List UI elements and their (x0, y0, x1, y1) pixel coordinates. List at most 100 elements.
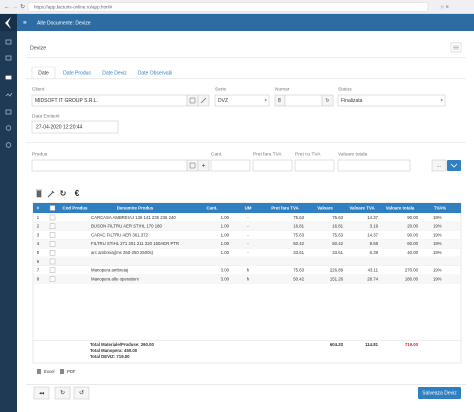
table-header-cells: # Cod Produs Denumire Produs Cant. UM Pret fa… (37, 205, 446, 211)
cell: h (247, 268, 250, 273)
cell: 60.00 (407, 241, 418, 246)
footer-divider (26, 384, 466, 385)
cell: 5 (37, 250, 40, 255)
row-checkbox[interactable] (49, 276, 56, 282)
history-icon: ↺ (79, 391, 84, 397)
add-icon: + (202, 163, 206, 169)
cell: 14.37 (367, 215, 378, 220)
cell: 16.81 (293, 224, 304, 229)
back-nav-button[interactable] (33, 386, 50, 400)
product-search-button[interactable] (186, 159, 199, 172)
reload-button[interactable]: ↻ (20, 5, 25, 11)
client-book-button[interactable] (186, 94, 199, 107)
cell: Manopera alte operatiuni (91, 276, 139, 281)
back-nav-icon: ◂◂ (39, 390, 45, 396)
total-amount: 719.00 (405, 342, 419, 347)
menu-toggle[interactable]: ≡ (23, 21, 27, 27)
cell: 1.00 (221, 250, 230, 255)
sidebar-icon[interactable] (5, 55, 12, 61)
url-bar[interactable] (27, 2, 429, 12)
browser-menu[interactable]: ☆ ≡ (440, 4, 449, 10)
sidebar (0, 14, 17, 412)
product-add-button[interactable] (197, 159, 210, 172)
row-checkbox[interactable] (49, 232, 56, 238)
sidebar-icon[interactable] (5, 75, 12, 80)
row-stripe (33, 221, 461, 231)
row-checkbox[interactable] (49, 249, 56, 256)
save-button[interactable] (418, 387, 461, 399)
list-icon (453, 45, 459, 50)
serie-select[interactable] (214, 94, 270, 107)
cell: 43.11 (368, 268, 379, 273)
numar-refresh-button[interactable] (321, 94, 334, 107)
cell: 1.00 (221, 241, 230, 246)
cell: 16.81 (332, 224, 343, 229)
tab[interactable]: Date Deviz (102, 70, 127, 76)
cell: h (247, 276, 250, 281)
cell: 40.00 (407, 250, 418, 255)
sidebar-icon[interactable] (5, 125, 12, 131)
product-field-label: Pret cu TVA (295, 151, 321, 157)
total-labor: Total Manopera: 450.00 (90, 348, 138, 353)
sidebar-icon[interactable] (5, 109, 12, 115)
cell: 90.00 (407, 232, 418, 237)
logo[interactable] (5, 17, 11, 29)
total-input[interactable] (337, 159, 411, 172)
total-vat: 114.81 (365, 342, 379, 347)
back-button[interactable]: ← (4, 5, 10, 11)
currency-button[interactable]: € (75, 189, 80, 198)
row-checkbox[interactable] (49, 258, 56, 265)
export-pdf[interactable]: PDF (67, 369, 76, 374)
cell: 151.26 (330, 276, 344, 281)
table-header (33, 203, 461, 213)
cell: - (247, 241, 249, 246)
reset-icon: ↻ (60, 391, 65, 397)
reset-button[interactable] (54, 386, 71, 400)
product-field-label: Valoare totala (338, 151, 368, 157)
row-checkbox[interactable] (49, 267, 56, 273)
row-checkbox[interactable] (49, 223, 56, 230)
row-stripe (33, 257, 461, 266)
tab-divider (26, 78, 466, 80)
tab[interactable]: Date (38, 70, 49, 76)
column-header: Pret fara TVA (271, 205, 299, 210)
cell: arc ambreiaj(ms 260-250 2500s) (91, 250, 154, 255)
status-select[interactable] (337, 94, 446, 107)
column-header: Cod Produs (63, 205, 88, 210)
cell: 1.00 (221, 224, 230, 229)
export-excel[interactable]: Excel (44, 369, 55, 374)
row-checkbox[interactable] (49, 241, 56, 247)
sidebar-icon[interactable] (5, 92, 13, 97)
qty-input[interactable] (210, 159, 251, 172)
tab[interactable]: Date Observatii (138, 70, 172, 76)
tab[interactable]: Date Produs (63, 70, 91, 76)
row-stripe (33, 239, 461, 249)
more-button[interactable] (431, 159, 447, 172)
date-input[interactable] (31, 120, 119, 134)
column-header: # (37, 205, 40, 210)
table-toolbar: ↻ € (36, 189, 80, 198)
price-input[interactable] (252, 159, 293, 172)
cell: 75.63 (293, 232, 304, 237)
browser-divider (0, 13, 474, 15)
sidebar-icon[interactable] (5, 142, 12, 148)
dropdown-button[interactable] (447, 160, 461, 171)
product-input[interactable] (31, 159, 188, 172)
header-checkbox[interactable] (49, 205, 56, 211)
forward-button[interactable]: → (12, 5, 18, 11)
edit-button[interactable] (47, 190, 55, 198)
cell: 3.00 (221, 276, 230, 281)
price-vat-input[interactable] (294, 159, 335, 172)
cell: 50.42 (332, 241, 343, 246)
history-button[interactable] (73, 386, 90, 400)
row-checkbox[interactable] (49, 214, 56, 221)
cell: 20.00 (407, 224, 418, 229)
numar-input[interactable] (284, 94, 323, 107)
sidebar-icon[interactable] (5, 39, 12, 45)
refresh-button[interactable]: ↻ (60, 189, 67, 198)
header-title: Alte Documente: Devize (37, 20, 91, 26)
cell: 2 (37, 224, 40, 229)
delete-button[interactable] (36, 189, 42, 198)
